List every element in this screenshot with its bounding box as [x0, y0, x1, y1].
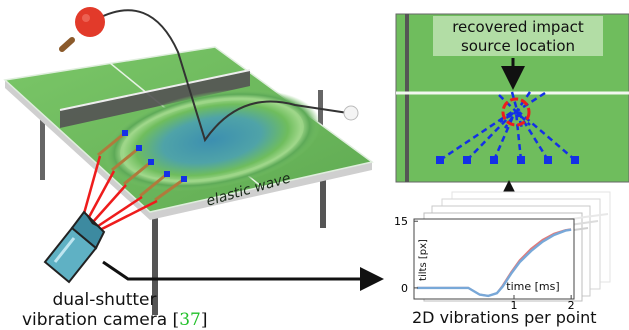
camera-caption: dual-shutter vibration camera [37] [22, 290, 207, 330]
camera-caption-line1: dual-shutter [52, 290, 157, 310]
sensor-point [463, 156, 471, 164]
table-edge [5, 80, 372, 220]
sensor-point [436, 156, 444, 164]
sensor-point [571, 156, 579, 164]
elastic-wave-ring [120, 98, 304, 182]
stick [123, 160, 152, 186]
stick [97, 131, 126, 157]
ray [514, 111, 523, 161]
citation: [37] [173, 310, 208, 330]
table-leg-front-left [152, 215, 158, 315]
y-tick-label: 0 [401, 282, 408, 295]
table-leg-back-left [40, 95, 45, 180]
ray [439, 110, 513, 162]
y-tick-label: 15 [394, 215, 408, 228]
plot-y-axis-label: tilts [px] [418, 239, 429, 281]
plot-frame [413, 218, 575, 300]
vibration-camera-icon [43, 210, 106, 284]
x-tick-label: 1 [511, 299, 518, 312]
marker-point [164, 171, 170, 177]
net-top-band [59, 69, 251, 111]
recovered-location-inset: recovered impact source location [395, 13, 629, 183]
stick [154, 178, 184, 202]
marker-point [148, 159, 154, 165]
impact-location-ring [501, 97, 531, 127]
sensor-point [544, 156, 552, 164]
ball-trajectory [94, 9, 349, 143]
inset-label-line2: source location [461, 37, 575, 55]
dashed-rays [439, 91, 576, 162]
vibration-plot: 0 15 1 2 tilts [px] time [ms] [394, 215, 575, 312]
ray [499, 91, 546, 124]
marker-point [136, 145, 142, 151]
ray [518, 111, 576, 161]
sensor-point [517, 156, 525, 164]
citation-close: ] [200, 310, 208, 330]
camera-caption-text: vibration camera [22, 310, 168, 330]
measurement-sticks [97, 130, 187, 202]
x-tick-label: 2 [568, 299, 575, 312]
stick [111, 146, 140, 172]
ping-pong-ball-icon [343, 105, 359, 121]
marker-point [181, 176, 187, 182]
marker-point [122, 130, 128, 136]
inset-label-line1: recovered impact [452, 18, 584, 36]
ray [510, 91, 524, 129]
inset-label-box [433, 16, 603, 56]
arrow-camera-to-plot [102, 260, 384, 291]
series-line-2 [416, 228, 572, 298]
table-leg-front-right [320, 180, 326, 228]
ray [466, 111, 515, 161]
citation-open: [ [172, 310, 180, 330]
camera-caption-line2: vibration camera [37] [22, 310, 207, 330]
plot-caption: 2D vibrations per point [412, 308, 597, 327]
plot-marks: 0 15 1 2 [394, 215, 575, 312]
stick [139, 172, 168, 198]
elastic-wave-pattern [103, 89, 321, 191]
sensor-point [490, 156, 498, 164]
table-net [60, 70, 250, 128]
plot-x-axis-label: time [ms] [506, 280, 559, 293]
ping-pong-paddle-icon [59, 7, 105, 52]
ray [498, 94, 531, 126]
citation-number: 37 [179, 310, 201, 330]
